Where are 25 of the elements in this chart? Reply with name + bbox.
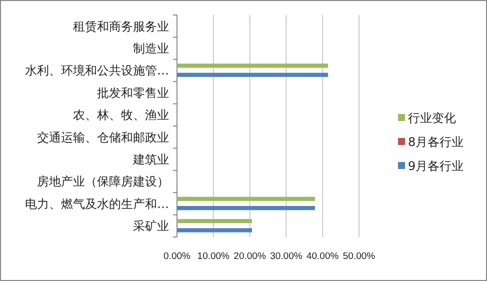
bar [177, 228, 252, 232]
x-tick-label: 10.00% [197, 251, 230, 262]
bar [177, 206, 315, 210]
bar [177, 64, 328, 68]
bar [177, 72, 328, 77]
y-tick-label: 采矿业 [133, 219, 169, 234]
x-tick-label: 40.00% [306, 251, 340, 262]
y-tick-label: 建筑业 [132, 152, 169, 166]
x-tick-label: 50.00% [342, 251, 376, 262]
y-tick-label: 制造业 [133, 42, 169, 56]
legend-label: 行业变化 [408, 111, 456, 126]
y-tick-label: 水利、环境和公共设施管… [25, 64, 169, 78]
y-tick-label: 租赁和商务服务业 [73, 19, 169, 34]
x-tick-label: 30.00% [270, 251, 303, 262]
x-tick-label: 20.00% [234, 251, 266, 262]
y-tick-label: 交通运输、仓储和邮政业 [37, 130, 169, 144]
y-tick-label: 批发和零售业 [97, 86, 169, 100]
bar [177, 196, 315, 201]
y-tick-label: 房地产业（保障房建设） [37, 174, 169, 189]
bar [177, 219, 252, 224]
x-tick-label: 0.00% [164, 251, 192, 262]
y-tick-label: 电力、燃气及水的生产和… [25, 196, 169, 211]
legend-label: 8月各行业 [408, 135, 464, 150]
legend-label: 9月各行业 [408, 159, 464, 174]
y-tick-label: 农、林、牧、渔业 [73, 108, 169, 122]
